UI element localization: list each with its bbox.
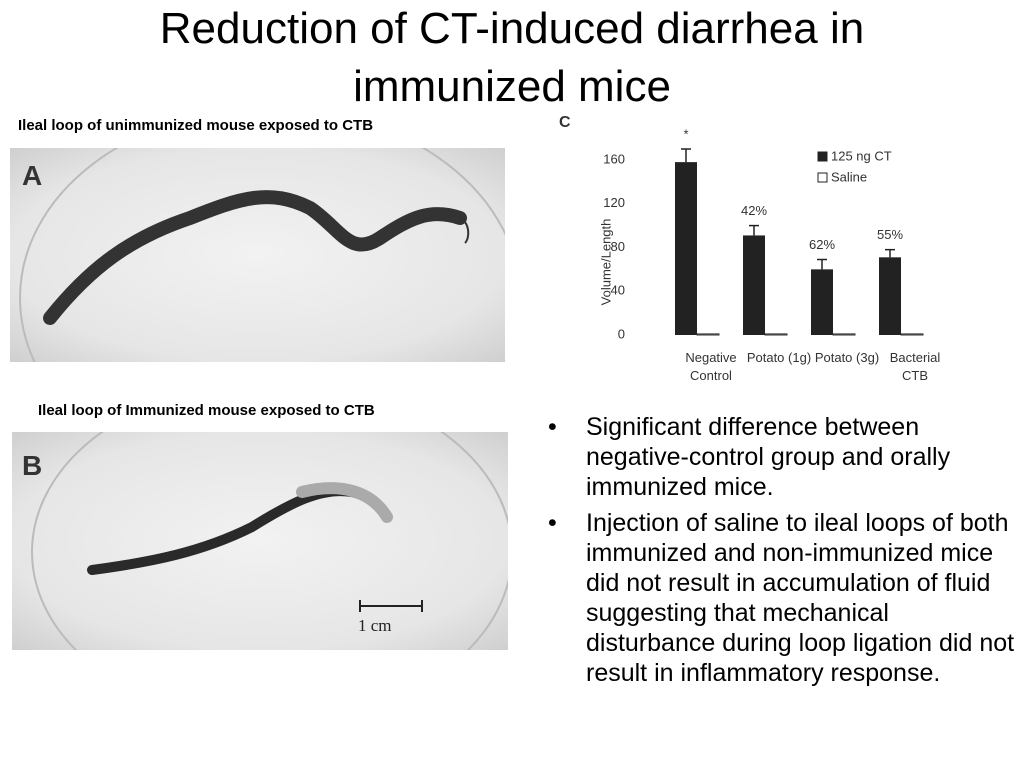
- legend-swatch: [817, 151, 828, 162]
- y-tick-label: 160: [603, 151, 625, 166]
- x-tick-label: Potato (1g): [746, 350, 812, 365]
- y-tick-label: 0: [618, 326, 625, 341]
- photo-drawing: [31, 432, 508, 650]
- panel-caption: Ileal loop of unimmunized mouse exposed …: [18, 117, 374, 134]
- panel-letter: A: [22, 160, 43, 191]
- panel-letter: C: [559, 114, 571, 131]
- y-tick-label: 120: [603, 195, 625, 210]
- bar-annotation: *: [683, 126, 688, 141]
- scale-label: 1 cm: [358, 616, 392, 635]
- bullet: Significant difference between negative-…: [548, 412, 1018, 502]
- legend-label: Saline: [831, 169, 867, 184]
- x-tick-label: Bacterial CTB: [889, 350, 941, 383]
- legend-label: 125 ng CT: [831, 148, 892, 163]
- x-tick-label: Negative Control: [685, 350, 737, 383]
- legend-swatch: [817, 172, 828, 183]
- photo: B 1 cm: [12, 432, 508, 650]
- bar: [764, 333, 788, 336]
- bar: [696, 333, 720, 336]
- bullet-list: Significant difference between negative-…: [548, 412, 1018, 694]
- bar: [832, 333, 856, 336]
- bar: [900, 333, 924, 336]
- chart: C 0 40 80 120 160 Volume/Length * 42% 62% 55% 125 …: [555, 112, 965, 392]
- x-tick-label: Potato (3g): [814, 350, 880, 365]
- y-tick-label: 80: [611, 239, 625, 254]
- photo-drawing: [19, 148, 505, 362]
- bar: [811, 269, 833, 335]
- y-axis-label: Volume/Length: [598, 219, 613, 306]
- bar-annotation: 55%: [877, 227, 903, 242]
- slide-title: Reduction of CT-induced diarrhea in immu…: [159, 4, 865, 111]
- photo: A: [10, 148, 505, 362]
- bar: [743, 235, 765, 335]
- chart-svg: C 0 40 80 120 160 Volume/Length * 42% 62% 55% 125 …: [559, 114, 924, 341]
- bar-annotation: 42%: [741, 203, 767, 218]
- panel-letter: B: [22, 450, 43, 481]
- bar: [879, 257, 901, 335]
- panel-caption: Ileal loop of Immunized mouse exposed to…: [38, 402, 375, 419]
- y-tick-label: 40: [611, 283, 625, 298]
- bar-annotation: 62%: [809, 237, 835, 252]
- bar: [675, 162, 697, 335]
- bullet: Injection of saline to ileal loops of bo…: [548, 508, 1018, 688]
